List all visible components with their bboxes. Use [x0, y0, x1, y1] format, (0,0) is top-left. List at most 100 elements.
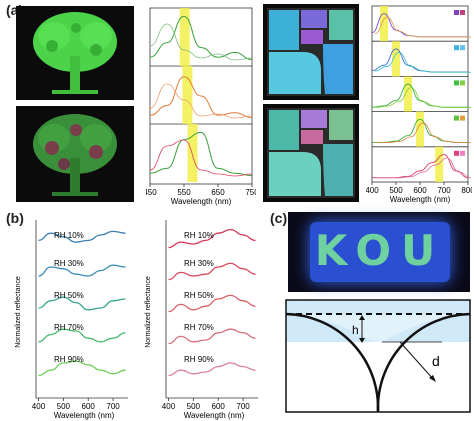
pattern-spectra-chart: 400 500 600 700 800 Wavelength (nm) — [366, 5, 472, 204]
panel-c-label: (c) — [270, 210, 288, 226]
color-swatch — [460, 80, 465, 86]
spectrum-line-secondary — [149, 23, 253, 61]
humidity-spectra-right: RH 10% RH 30% RH 50% RH 70% RH 90% 400 500 600… — [145, 220, 258, 420]
x-tick-label: 500 — [389, 186, 403, 195]
x-tick-label: 700 — [437, 186, 451, 195]
series-label: RH 10% — [54, 231, 84, 240]
x-tick-label: 700 — [236, 402, 250, 411]
diagram-frame — [285, 299, 471, 413]
humidity-spectra-left: RH 10% RH 30% RH 50% RH 70% RH 90% 400 500 600… — [15, 220, 128, 420]
kou-photo: KOU — [288, 212, 470, 292]
spectrum-line-secondary — [375, 122, 471, 144]
color-swatch — [460, 45, 465, 51]
reflectance-line — [168, 228, 256, 249]
pattern-photo-bottom — [263, 104, 359, 202]
tree-spectra-chart: 450 550 650 750 Wavelength (nm) — [146, 7, 256, 206]
x-tick-label: 600 — [82, 402, 96, 411]
reflectance-line — [38, 296, 126, 311]
reflectance-line — [38, 360, 126, 377]
y-axis-label: Normalized reflectance — [145, 276, 152, 348]
reflectance-line — [168, 362, 256, 377]
x-tick-label: 400 — [162, 402, 176, 411]
highlight-band — [380, 6, 388, 42]
color-swatch — [454, 150, 459, 156]
meniscus-diagram: h d — [285, 299, 471, 413]
arc-left — [285, 312, 380, 413]
spectrum-line — [149, 76, 253, 119]
h-label: h — [352, 323, 359, 337]
x-axis-label: Wavelength (nm) — [171, 197, 232, 206]
d-arrow — [399, 341, 435, 381]
series-label: RH 50% — [184, 291, 214, 300]
spectrum-line-secondary — [149, 83, 253, 119]
reflectance-line — [168, 262, 256, 281]
tree-photo-top — [16, 6, 134, 100]
x-tick-label: 600 — [212, 402, 226, 411]
tree-icon — [33, 12, 117, 94]
color-swatch — [460, 150, 465, 156]
series-label: RH 30% — [184, 259, 214, 268]
reflectance-line — [38, 264, 126, 277]
d-arrow-head — [429, 375, 436, 382]
y-axis-label: Normalized reflectance — [15, 276, 22, 348]
spectrum-line — [149, 131, 253, 177]
reflectance-line — [168, 294, 256, 313]
arc-right — [376, 312, 471, 413]
x-tick-label: 700 — [106, 402, 120, 411]
series-label: RH 50% — [54, 291, 84, 300]
x-tick-label: 650 — [211, 188, 225, 197]
blue-glow — [310, 222, 450, 282]
water-fill — [286, 314, 470, 342]
x-tick-label: 450 — [146, 188, 157, 197]
pattern-photo-top — [263, 4, 359, 100]
kou-text: KOU — [314, 226, 446, 275]
x-axis-label: Wavelength (nm) — [54, 411, 115, 420]
series-label: RH 10% — [184, 231, 214, 240]
x-tick-label: 550 — [177, 188, 191, 197]
series-label: RH 90% — [54, 355, 84, 364]
color-swatch — [460, 115, 465, 121]
x-axis-label: Wavelength (nm) — [390, 195, 451, 204]
color-swatch — [454, 80, 459, 86]
x-tick-label: 800 — [461, 186, 472, 195]
color-swatch — [454, 45, 459, 51]
series-label: RH 70% — [54, 323, 84, 332]
spectrum-line-secondary — [374, 16, 471, 38]
spectrum-line — [149, 15, 253, 61]
x-tick-label: 500 — [57, 402, 71, 411]
water-layer-top — [286, 300, 470, 314]
highlight-band — [182, 66, 193, 124]
series-label: RH 30% — [54, 259, 84, 268]
x-axis-label: Wavelength (nm) — [184, 411, 245, 420]
spectrum-line-secondary — [375, 157, 472, 179]
highlight-band — [416, 111, 424, 147]
spectrum-line-secondary — [149, 139, 253, 177]
spectrum-line-secondary — [374, 87, 471, 108]
x-tick-label: 400 — [366, 186, 379, 195]
reflectance-line — [38, 328, 126, 343]
highlight-band — [435, 146, 444, 182]
h-arrow-head-top — [359, 315, 365, 320]
reflectance-line — [168, 328, 256, 345]
highlight-band — [187, 124, 198, 182]
pattern-shifted-icon — [267, 108, 355, 198]
x-tick-label: 400 — [32, 402, 46, 411]
series-label: RH 90% — [184, 355, 214, 364]
highlight-band — [392, 41, 400, 77]
x-tick-label: 600 — [413, 186, 427, 195]
d-label: d — [432, 353, 440, 369]
spectrum-line-secondary — [374, 52, 471, 73]
highlight-band — [404, 76, 412, 112]
color-swatch — [460, 10, 465, 15]
panel-b-label: (b) — [6, 210, 24, 226]
reflectance-line — [38, 230, 126, 243]
tree-photo-bottom — [16, 106, 134, 202]
x-tick-label: 500 — [187, 402, 201, 411]
h-arrow-head-bottom — [359, 338, 365, 343]
pattern-icon — [267, 8, 355, 96]
color-swatch — [454, 10, 459, 15]
highlight-band — [179, 8, 190, 66]
series-label: RH 70% — [184, 323, 214, 332]
x-tick-label: 750 — [245, 188, 256, 197]
color-swatch — [454, 115, 459, 121]
